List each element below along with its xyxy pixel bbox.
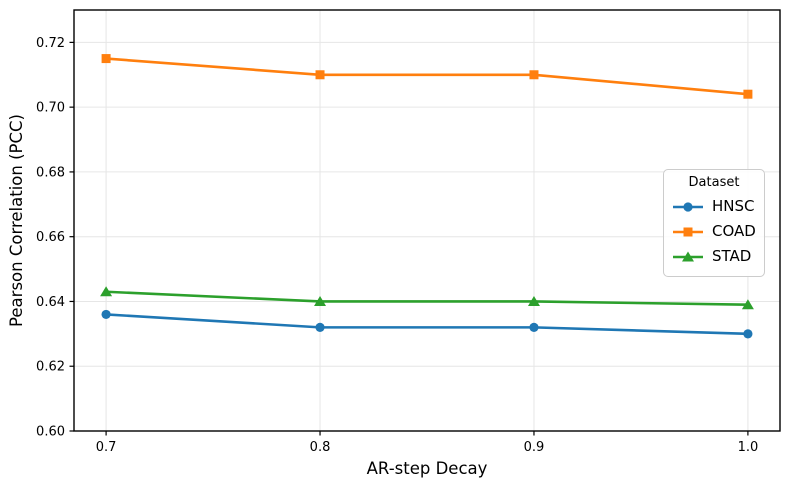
y-axis-label: Pearson Correlation (PCC) [7, 114, 26, 327]
legend-label-coad: COAD [712, 222, 756, 240]
marker-square [529, 70, 539, 80]
legend-item-stad: STAD [672, 244, 756, 269]
series-coad [101, 54, 753, 99]
hnsc-line-marker-icon [673, 201, 703, 212]
marker-triangle [100, 286, 113, 297]
marker-circle [743, 329, 753, 339]
marker-triangle [741, 299, 754, 310]
y-tick-label: 0.62 [36, 360, 65, 375]
x-axis-label: AR-step Decay [367, 459, 488, 478]
coad-line-marker-icon [673, 227, 703, 236]
y-tick-label: 0.66 [36, 230, 65, 245]
legend-label-hnsc: HNSC [712, 197, 755, 215]
series-line-stad [104, 290, 750, 307]
marker-square [743, 89, 753, 99]
x-tick-label: 1.0 [738, 440, 759, 455]
series-line-coad [104, 57, 750, 96]
marker-square [101, 54, 111, 64]
y-tick-label: 0.64 [36, 295, 65, 310]
stad-line-marker-icon [673, 251, 703, 261]
x-tick-label: 0.7 [96, 440, 117, 455]
series-stad [100, 286, 754, 310]
y-tick-label: 0.72 [36, 36, 65, 51]
x-tick-label: 0.8 [310, 440, 331, 455]
marker-triangle [682, 251, 694, 261]
series-hnsc [101, 309, 753, 339]
marker-triangle [527, 295, 540, 306]
legend-item-hnsc: HNSC [672, 194, 756, 219]
marker-circle [529, 322, 539, 332]
marker-square [315, 70, 325, 80]
y-tick-label: 0.60 [36, 425, 65, 440]
marker-circle [315, 322, 325, 332]
y-tick-label: 0.70 [36, 101, 65, 116]
legend-item-coad: COAD [672, 219, 756, 244]
legend-title: Dataset [688, 175, 740, 190]
marker-square [683, 227, 693, 236]
marker-triangle [314, 295, 327, 306]
series-line-hnsc [104, 313, 750, 336]
legend: Dataset HNSC COAD STAD [663, 169, 765, 277]
legend-label-stad: STAD [712, 247, 752, 265]
marker-circle [683, 201, 693, 212]
x-tick-label: 0.9 [524, 440, 545, 455]
axes-spines [73, 9, 781, 432]
marker-circle [101, 309, 111, 320]
y-tick-label: 0.68 [36, 165, 65, 180]
